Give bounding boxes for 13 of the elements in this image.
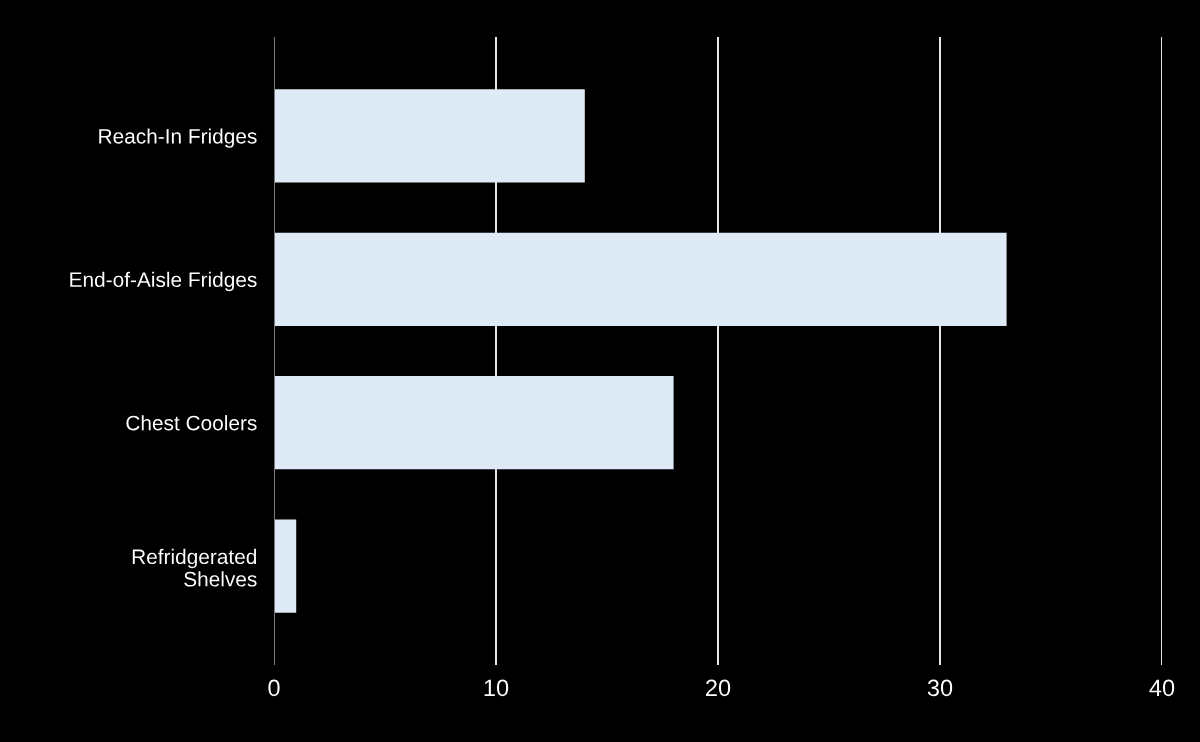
x-tick-label: 40 (1149, 679, 1175, 697)
x-tick-label: 30 (927, 679, 953, 697)
bar (274, 232, 1007, 326)
y-tick-label: Reach-In Fridges (99, 128, 257, 148)
y-tick-label: End-of-Aisle Fridges (70, 271, 257, 292)
bar (274, 376, 674, 470)
x-tick-label: 0 (268, 679, 280, 697)
y-tick-label: Chest Coolers (126, 415, 257, 431)
bar (274, 89, 585, 183)
bar (274, 519, 297, 613)
x-tick-label: 20 (706, 679, 731, 697)
x-tick-label: 10 (484, 679, 509, 697)
y-tick-label: Refridgerated Shelves (132, 548, 257, 587)
